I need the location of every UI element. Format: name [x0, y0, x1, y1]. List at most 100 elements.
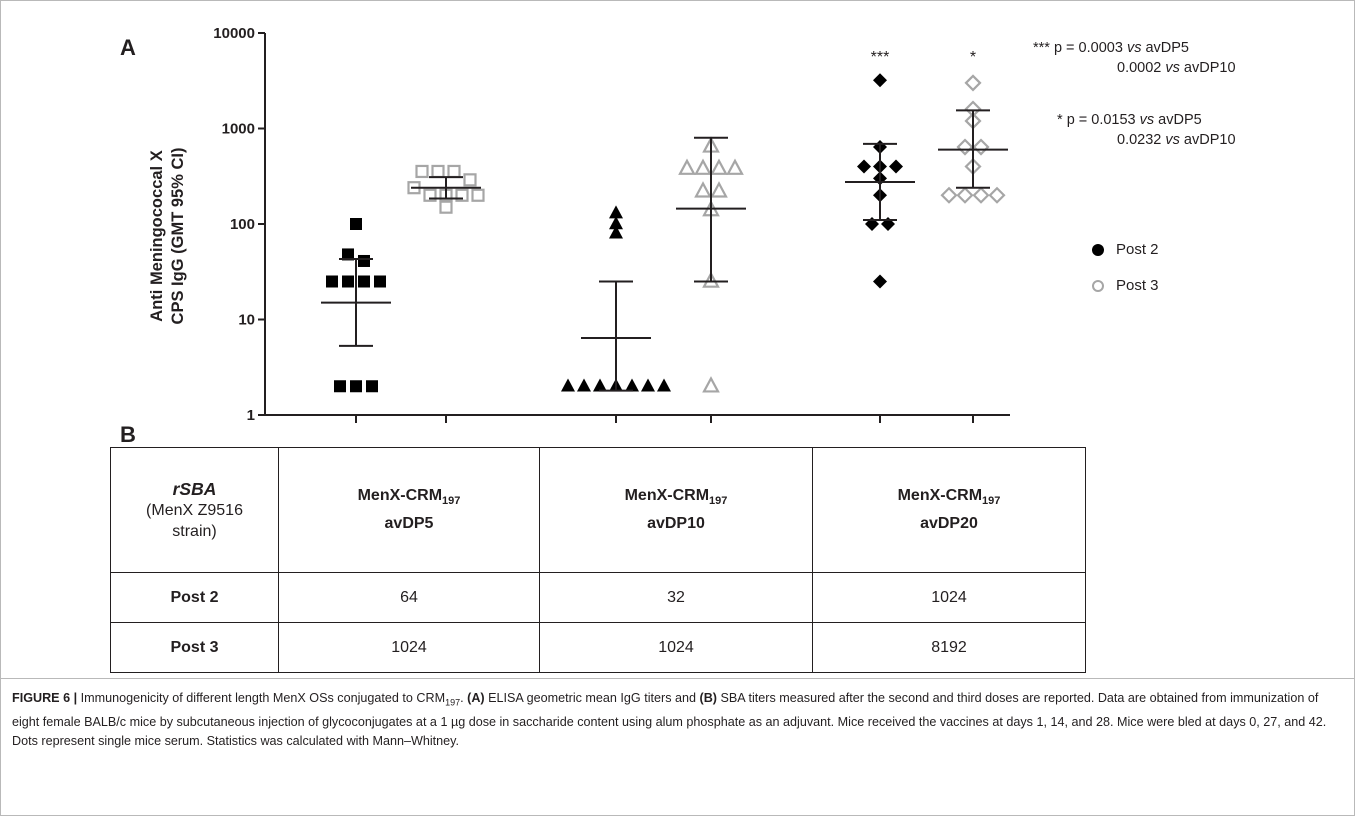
column-header-name: MenX-CRM197	[280, 485, 538, 512]
data-point-square	[415, 164, 429, 179]
table-row: Post 2 64 32 1024	[110, 572, 1086, 623]
table-row: Post 3 1024 1024 8192	[110, 622, 1086, 673]
data-point-square	[374, 275, 386, 288]
column-header-subscript: 197	[442, 495, 461, 508]
data-point-triangle	[678, 158, 696, 175]
table-cell: 1024	[278, 622, 540, 673]
data-point-diamond	[857, 159, 871, 174]
data-point-square	[350, 380, 362, 393]
data-point-square	[350, 218, 362, 230]
table-cell: 1024	[812, 572, 1086, 623]
caption-text-2: .	[460, 691, 468, 705]
stat-note-1-line1-post: avDP5	[1141, 40, 1189, 56]
legend-filled-circle-icon	[1092, 243, 1104, 256]
data-point-diamond	[956, 186, 974, 204]
stat-note-1-line-2: 0.0002 vs avDP10	[1117, 58, 1236, 78]
column-header-conjugate: MenX-CRM	[624, 487, 710, 505]
column-header-subscript: 197	[709, 495, 728, 508]
data-point-diamond	[956, 138, 974, 156]
column-header-subscript: 197	[982, 495, 1001, 508]
data-point-square	[334, 380, 346, 393]
data-point-triangle	[702, 376, 720, 393]
column-header-dp: avDP10	[647, 514, 705, 532]
column-header-conjugate: MenX-CRM	[357, 487, 443, 505]
data-point-triangle	[609, 216, 623, 230]
y-tick-label: 1	[247, 407, 255, 424]
stat-note-2-line2-vs: vs	[1165, 132, 1180, 148]
stat-note-1-line1-vs: vs	[1126, 40, 1142, 56]
data-point-triangle	[657, 378, 671, 392]
legend-item-post3: Post 3	[1092, 277, 1159, 294]
column-header-name: MenX-CRM197	[541, 485, 811, 512]
data-point-diamond	[972, 186, 990, 204]
data-point-square	[447, 164, 461, 179]
stat-note-1-line1-pre: p = 0.0003	[1053, 40, 1127, 56]
significance-label: ***	[871, 49, 890, 66]
stat-note-2-symbol: *	[1057, 112, 1063, 128]
legend-label-post3: Post 3	[1116, 277, 1159, 294]
data-point-triangle	[710, 181, 728, 198]
data-point-square	[471, 188, 485, 202]
column-header-dp: avDP5	[384, 514, 434, 532]
data-point-triangle	[694, 158, 712, 175]
data-point-square	[431, 164, 445, 179]
data-point-triangle	[694, 181, 712, 198]
legend-open-circle-icon	[1092, 279, 1104, 292]
data-point-square	[358, 275, 370, 288]
data-point-diamond	[940, 186, 958, 204]
data-point-diamond	[988, 186, 1006, 204]
table-corner-sub2: strain)	[172, 523, 217, 540]
table-corner-sub1: (MenX Z9516	[146, 502, 243, 519]
stat-note-1-line2-vs: vs	[1165, 60, 1180, 76]
stat-note-2-line1-vs: vs	[1139, 112, 1155, 128]
data-point-square	[463, 173, 477, 187]
data-point-square	[366, 380, 378, 393]
data-point-triangle	[593, 378, 607, 392]
data-point-square	[342, 275, 354, 288]
table-corner-title: rSBA	[172, 479, 217, 499]
stat-note-2-line1-post: avDP5	[1154, 112, 1202, 128]
panel-a-label: A	[120, 35, 136, 60]
table-row-label: Post 3	[110, 622, 279, 673]
data-point-triangle	[726, 158, 744, 175]
table-column-header: MenX-CRM197 avDP5	[278, 447, 540, 573]
table-cell: 1024	[539, 622, 813, 673]
legend-item-post2: Post 2	[1092, 241, 1159, 258]
stat-note-1-line2-pre: 0.0002	[1117, 60, 1166, 76]
table-header-row: rSBA (MenX Z9516 strain) MenX-CRM197 avD…	[110, 447, 1086, 573]
data-point-triangle	[609, 225, 623, 239]
table-cell: 64	[278, 572, 540, 623]
data-point-triangle	[609, 205, 623, 219]
data-point-diamond	[873, 274, 887, 289]
caption-figure-label: FIGURE 6 |	[12, 691, 78, 705]
stat-note-2: * p = 0.0153 vs avDP5	[1057, 110, 1202, 130]
caption-text-3: ELISA geometric mean IgG titers and	[484, 691, 700, 705]
table-column-header: MenX-CRM197 avDP20	[812, 447, 1086, 573]
data-point-square	[358, 254, 370, 267]
table-cell: 8192	[812, 622, 1086, 673]
data-point-triangle	[577, 378, 591, 392]
column-header-name: MenX-CRM197	[814, 485, 1084, 512]
data-point-diamond	[972, 138, 990, 156]
data-point-square	[423, 188, 437, 202]
caption-text-4: SBA titers measured after the second and…	[12, 691, 1327, 748]
y-tick-label: 10000	[213, 25, 255, 42]
panel-b-label: B	[120, 422, 136, 447]
data-point-triangle	[710, 158, 728, 175]
stat-note-2-line2-post: avDP10	[1179, 132, 1236, 148]
table-cell: 32	[539, 572, 813, 623]
stat-note-1: *** p = 0.0003 vs avDP5	[1033, 38, 1189, 58]
stat-note-2-line2-pre: 0.0232	[1117, 132, 1166, 148]
caption-text-1: Immunogenicity of different length MenX …	[77, 691, 446, 705]
data-point-square	[342, 248, 354, 261]
table-row-label: Post 2	[110, 572, 279, 623]
data-point-square	[439, 200, 453, 214]
caption-subscript: 197	[445, 697, 461, 708]
caption-a-label: (A)	[467, 691, 485, 705]
stat-note-2-line-2: 0.0232 vs avDP10	[1117, 130, 1236, 150]
data-point-diamond	[873, 73, 887, 88]
data-point-diamond	[889, 159, 903, 174]
significance-label: *	[970, 49, 976, 66]
data-point-diamond	[964, 74, 982, 92]
